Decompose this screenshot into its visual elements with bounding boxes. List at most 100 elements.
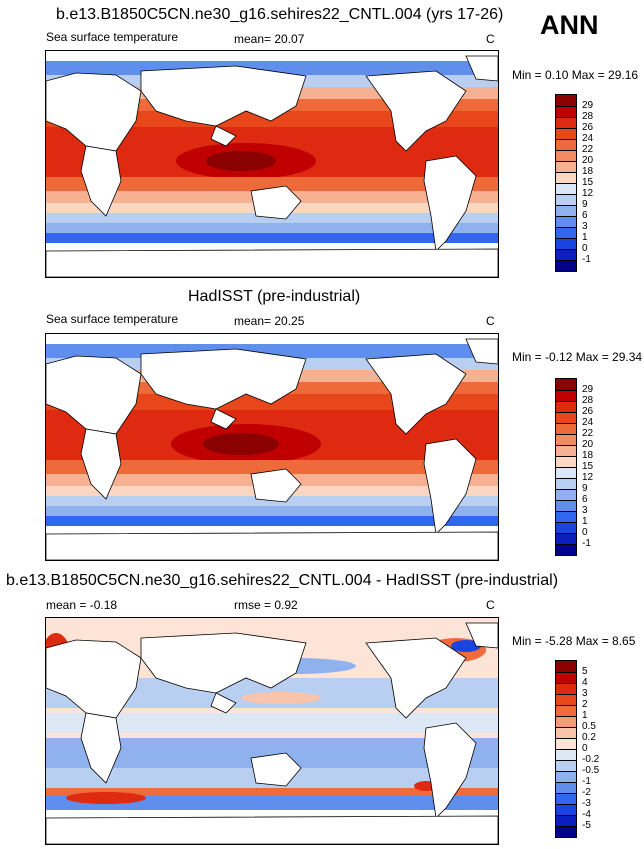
panel2-tick: 9 — [582, 483, 588, 494]
panel2-colorbar-swatch — [556, 456, 576, 467]
panel1-tick: 0 — [582, 243, 588, 254]
panel3-colorbar-swatch — [556, 804, 576, 815]
panel2-unit-label: C — [486, 314, 495, 328]
panel3-rmse-label: rmse = 0.92 — [234, 598, 298, 612]
panel1-colorbar-swatch — [556, 95, 576, 106]
panel1-tick: 29 — [582, 100, 594, 111]
panel3-mean-label: mean = -0.18 — [46, 598, 118, 612]
panel3-title: b.e13.B1850C5CN.ne30_g16.sehires22_CNTL.… — [6, 572, 559, 589]
panel2-tick: 22 — [582, 428, 594, 439]
panel1-colorbar-swatch — [556, 183, 576, 194]
panel1-title: b.e13.B1850C5CN.ne30_g16.sehires22_CNTL.… — [56, 6, 504, 23]
panel2-variable-label: Sea surface temperature — [46, 312, 179, 326]
panel3-colorbar-swatch — [556, 683, 576, 694]
panel3-tick: -1 — [582, 776, 591, 787]
panel3-colorbar-swatch — [556, 738, 576, 749]
panel2-tick: 26 — [582, 406, 594, 417]
panel3-colorbar-swatch — [556, 815, 576, 826]
panel1-colorbar-swatch — [556, 161, 576, 172]
panel1-tick: 1 — [582, 232, 588, 243]
panel1-colorbar-swatch — [556, 194, 576, 205]
panel3-colorbar-swatch — [556, 749, 576, 760]
panel2-colorbar-swatch — [556, 500, 576, 511]
panel2-colorbar-swatch — [556, 412, 576, 423]
panel3-tick: -3 — [582, 798, 591, 809]
panel3-tick: 0 — [582, 743, 588, 754]
panel3-tick: 1 — [582, 710, 588, 721]
panel1-colorbar-swatch — [556, 128, 576, 139]
panel1-tick: -1 — [582, 254, 591, 265]
panel1-colorbar-swatch — [556, 150, 576, 161]
panel2-tick: 6 — [582, 494, 588, 505]
panel1-colorbar-swatch — [556, 260, 576, 271]
panel1-variable-label: Sea surface temperature — [46, 30, 179, 44]
panel3-colorbar-swatch — [556, 793, 576, 804]
panel2-map — [45, 333, 499, 561]
panel2-colorbar-swatch — [556, 533, 576, 544]
panel2-colorbar-swatch — [556, 423, 576, 434]
panel3-colorbar-swatch — [556, 705, 576, 716]
panel3-tick: 5 — [582, 666, 588, 677]
panel2-colorbar-swatch — [556, 401, 576, 412]
panel1-tick: 26 — [582, 122, 594, 133]
panel2-minmax: Min = -0.12 Max = 29.34 — [512, 350, 643, 364]
panel1-colorbar-swatch — [556, 249, 576, 260]
panel2-tick: 1 — [582, 516, 588, 527]
panel3-colorbar-swatch — [556, 771, 576, 782]
panel1-tick: 28 — [582, 111, 594, 122]
panel1-colorbar-swatch — [556, 172, 576, 183]
panel2-tick: -1 — [582, 538, 591, 549]
panel2-colorbar-swatch — [556, 445, 576, 456]
panel3-tick: 0.2 — [582, 732, 596, 743]
panel2-tick: 28 — [582, 395, 594, 406]
panel3-colorbar-swatch — [556, 727, 576, 738]
panel3-tick: -2 — [582, 787, 591, 798]
panel2-tick: 20 — [582, 439, 594, 450]
panel1-tick: 15 — [582, 177, 594, 188]
panel3-tick: 0.5 — [582, 721, 596, 732]
panel3-colorbar — [555, 660, 577, 838]
panel2-colorbar-swatch — [556, 434, 576, 445]
panel3-tick: -0.2 — [582, 754, 600, 765]
panel2-mean-label: mean= 20.25 — [234, 314, 305, 328]
panel3-unit-label: C — [486, 598, 495, 612]
panel2-colorbar-swatch — [556, 522, 576, 533]
panel1-mean-label: mean= 20.07 — [234, 32, 305, 46]
panel1-colorbar — [555, 94, 577, 272]
panel2-tick: 12 — [582, 472, 594, 483]
panel3-colorbar-swatch — [556, 672, 576, 683]
panel2-colorbar-swatch — [556, 511, 576, 522]
panel3-tick: -5 — [582, 820, 591, 831]
panel1-tick: 3 — [582, 221, 588, 232]
panel1-tick: 12 — [582, 188, 594, 199]
panel1-map — [45, 50, 499, 278]
panel3-colorbar-swatch — [556, 782, 576, 793]
panel2-colorbar-swatch — [556, 544, 576, 555]
panel3-colorbar-swatch — [556, 826, 576, 837]
panel1-colorbar-swatch — [556, 139, 576, 150]
panel1-tick: 24 — [582, 133, 594, 144]
panel3-minmax: Min = -5.28 Max = 8.65 — [512, 634, 636, 648]
panel2-title: HadISST (pre-industrial) — [188, 288, 361, 305]
panel2-tick: 24 — [582, 417, 594, 428]
panel3-tick: 4 — [582, 677, 588, 688]
panel2-colorbar-swatch — [556, 467, 576, 478]
panel3-colorbar-swatch — [556, 760, 576, 771]
panel2-colorbar — [555, 378, 577, 556]
panel3-tick: -4 — [582, 809, 591, 820]
panel3-tick: 3 — [582, 688, 588, 699]
panel1-colorbar-swatch — [556, 117, 576, 128]
panel2-colorbar-swatch — [556, 379, 576, 390]
panel1-colorbar-swatch — [556, 227, 576, 238]
panel1-colorbar-swatch — [556, 238, 576, 249]
panel3-colorbar-swatch — [556, 661, 576, 672]
panel2-colorbar-swatch — [556, 390, 576, 401]
panel1-colorbar-swatch — [556, 205, 576, 216]
panel1-unit-label: C — [486, 32, 495, 46]
panel2-tick: 0 — [582, 527, 588, 538]
panel1-tick: 18 — [582, 166, 594, 177]
panel3-colorbar-swatch — [556, 694, 576, 705]
panel1-tick: 6 — [582, 210, 588, 221]
panel2-tick: 3 — [582, 505, 588, 516]
panel3-colorbar-swatch — [556, 716, 576, 727]
